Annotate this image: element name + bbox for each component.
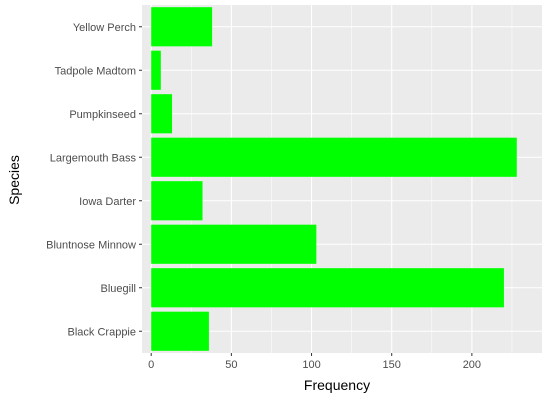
y-tick-label: Largemouth Bass bbox=[50, 152, 137, 164]
bar-pumpkinseed bbox=[151, 94, 173, 134]
bar-tadpole-madtom bbox=[151, 50, 161, 90]
bar-bluegill bbox=[151, 268, 504, 308]
y-tick-label: Iowa Darter bbox=[79, 196, 136, 208]
x-tick-label: 0 bbox=[148, 359, 154, 371]
x-tick-label: 150 bbox=[383, 359, 401, 371]
bar-yellow-perch bbox=[151, 7, 213, 47]
x-tick-label: 100 bbox=[302, 359, 320, 371]
x-tick-label: 200 bbox=[463, 359, 481, 371]
y-axis-title: Species bbox=[6, 155, 22, 205]
y-tick-label: Yellow Perch bbox=[73, 22, 136, 34]
x-tick-label: 50 bbox=[225, 359, 237, 371]
x-axis: 0 50 100 150 200 bbox=[148, 353, 481, 371]
bar-black-crappie bbox=[151, 311, 209, 351]
bar-bluntnose-minnow bbox=[151, 224, 317, 264]
x-axis-title: Frequency bbox=[304, 377, 370, 393]
y-tick-label: Pumpkinseed bbox=[69, 109, 136, 121]
y-axis: Black Crappie Bluegill Bluntnose Minnow Iow… bbox=[46, 22, 142, 338]
bar-iowa-darter bbox=[151, 181, 203, 221]
y-tick-label: Bluntnose Minnow bbox=[46, 239, 136, 251]
bars bbox=[151, 7, 517, 351]
y-tick-label: Tadpole Madtom bbox=[55, 65, 136, 77]
y-tick-label: Black Crappie bbox=[68, 326, 136, 338]
bar-largemouth-bass bbox=[151, 137, 517, 177]
y-tick-label: Bluegill bbox=[101, 283, 136, 295]
